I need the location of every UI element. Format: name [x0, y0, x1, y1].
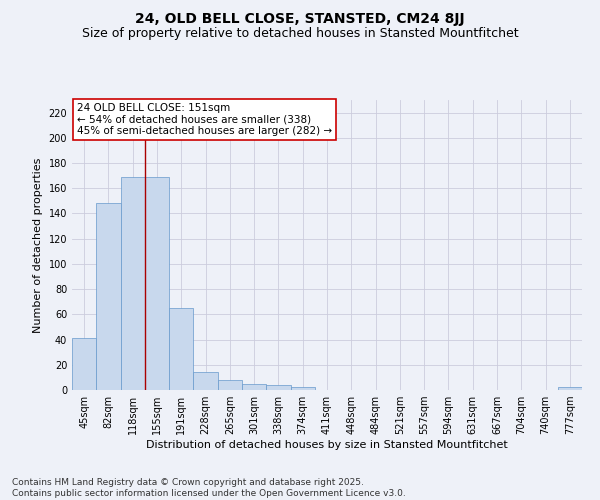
Text: Contains HM Land Registry data © Crown copyright and database right 2025.
Contai: Contains HM Land Registry data © Crown c…	[12, 478, 406, 498]
Bar	[218, 380, 242, 390]
Text: 24, OLD BELL CLOSE, STANSTED, CM24 8JJ: 24, OLD BELL CLOSE, STANSTED, CM24 8JJ	[135, 12, 465, 26]
Bar	[266, 385, 290, 390]
X-axis label: Distribution of detached houses by size in Stansted Mountfitchet: Distribution of detached houses by size …	[146, 440, 508, 450]
Bar	[96, 204, 121, 390]
Text: 24 OLD BELL CLOSE: 151sqm
← 54% of detached houses are smaller (338)
45% of semi: 24 OLD BELL CLOSE: 151sqm ← 54% of detac…	[77, 103, 332, 136]
Bar	[121, 177, 145, 390]
Y-axis label: Number of detached properties: Number of detached properties	[33, 158, 43, 332]
Bar	[558, 388, 582, 390]
Text: Size of property relative to detached houses in Stansted Mountfitchet: Size of property relative to detached ho…	[82, 28, 518, 40]
Bar	[72, 338, 96, 390]
Bar	[242, 384, 266, 390]
Bar	[169, 308, 193, 390]
Bar	[290, 388, 315, 390]
Bar	[193, 372, 218, 390]
Bar	[145, 177, 169, 390]
